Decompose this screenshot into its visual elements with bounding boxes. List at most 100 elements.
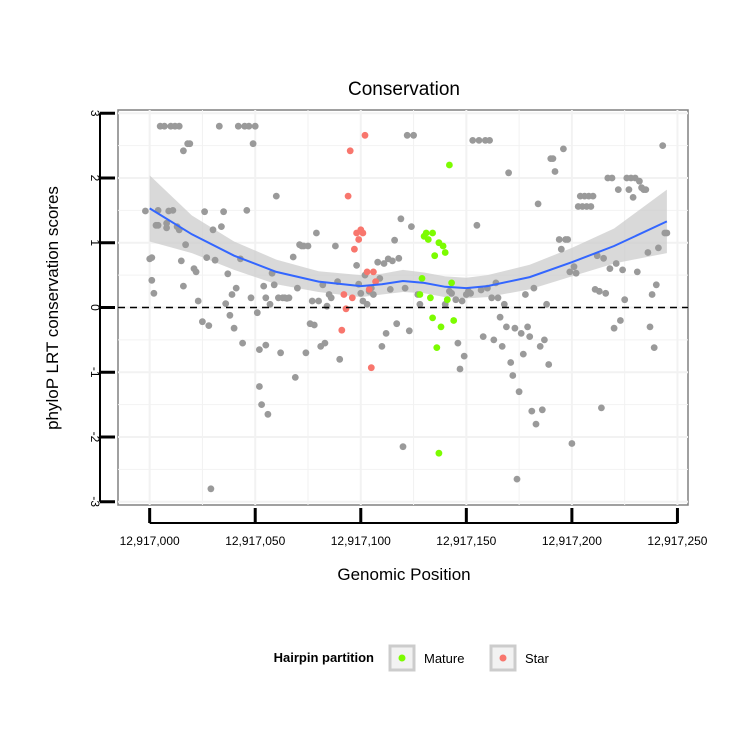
point-star: [351, 245, 358, 253]
point-star: [338, 326, 346, 334]
point-other: [488, 294, 496, 302]
point-other: [526, 333, 534, 340]
point-other: [477, 286, 485, 294]
point-other: [177, 257, 185, 265]
point-other: [218, 223, 225, 231]
point-other: [456, 365, 464, 373]
point-other: [650, 344, 658, 351]
point-other: [232, 284, 240, 292]
x-tick-label: 12,917,100: [331, 534, 391, 548]
points-layer: [142, 122, 671, 493]
series-other: [142, 122, 671, 493]
point-other: [515, 388, 523, 396]
y-tick-label: 2: [88, 175, 102, 182]
point-other: [549, 155, 557, 163]
point-star: [346, 147, 354, 155]
series-mature: [416, 161, 458, 457]
point-other: [161, 122, 168, 130]
x-tick-label: 12,917,050: [225, 534, 285, 548]
point-star: [363, 268, 371, 276]
point-other: [555, 236, 563, 243]
point-other: [380, 260, 388, 267]
point-other: [209, 226, 217, 234]
point-other: [494, 294, 502, 302]
point-other: [332, 242, 339, 250]
point-other: [262, 294, 270, 302]
point-other: [401, 284, 409, 292]
point-other: [315, 297, 322, 305]
point-other: [201, 208, 209, 216]
point-other: [391, 236, 398, 244]
point-other: [154, 221, 162, 229]
point-other: [633, 268, 641, 276]
point-other: [511, 324, 519, 332]
legend-label-mature: Mature: [424, 651, 464, 666]
point-mature: [427, 294, 434, 302]
point-other: [655, 244, 662, 252]
legend-marker-mature: [398, 654, 406, 662]
point-other: [397, 215, 405, 223]
point-other: [500, 300, 508, 308]
point-other: [532, 420, 540, 428]
point-other: [568, 440, 576, 447]
point-other: [486, 137, 493, 144]
point-other: [595, 287, 603, 295]
point-other: [285, 294, 293, 302]
point-other: [291, 374, 299, 381]
point-other: [302, 349, 310, 357]
point-other: [490, 336, 498, 344]
point-other: [228, 291, 236, 298]
point-other: [251, 122, 259, 130]
point-other: [589, 192, 597, 200]
point-other: [467, 289, 474, 297]
point-star: [342, 305, 350, 313]
point-other: [608, 174, 616, 182]
point-other: [194, 297, 202, 305]
point-other: [256, 383, 263, 390]
point-other: [370, 291, 377, 298]
point-other: [612, 260, 620, 267]
point-other: [180, 147, 187, 155]
point-other: [378, 343, 386, 350]
point-other: [395, 254, 403, 262]
smooth-line-layer: [149, 207, 668, 290]
point-other: [323, 302, 331, 310]
point-other: [277, 349, 284, 357]
point-other: [505, 169, 512, 177]
point-other: [614, 186, 622, 194]
point-other: [220, 208, 228, 216]
point-other: [530, 284, 538, 292]
point-other: [169, 207, 177, 214]
y-tick-label: 1: [88, 239, 102, 246]
point-star: [344, 192, 352, 200]
y-tick-label: 3: [88, 110, 102, 117]
point-mature: [418, 275, 426, 282]
point-other: [410, 131, 417, 139]
point-other: [249, 140, 257, 148]
point-other: [475, 137, 483, 144]
point-other: [336, 355, 344, 363]
x-axis: 12,917,000 12,917,050 12,917,100 12,917,150…: [120, 508, 708, 548]
point-other: [357, 289, 365, 297]
point-other: [405, 327, 413, 335]
point-other: [606, 265, 614, 272]
point-other: [454, 339, 462, 347]
point-other: [448, 289, 455, 297]
point-star: [359, 229, 367, 237]
point-mature: [446, 161, 453, 169]
y-tick-label: 0: [88, 304, 102, 311]
point-other: [517, 330, 525, 337]
y-tick-label: -2: [88, 432, 102, 443]
chart-title: Conservation: [348, 79, 460, 100]
point-other: [564, 236, 572, 243]
point-other: [566, 268, 574, 276]
y-axis-title: phyloP LRT conservation scores: [43, 186, 62, 430]
point-other: [519, 350, 527, 358]
point-other: [289, 253, 297, 261]
point-other: [386, 286, 394, 293]
point-other: [266, 300, 274, 308]
point-other: [239, 339, 247, 347]
point-other: [528, 407, 536, 415]
point-other: [192, 268, 200, 276]
point-other: [247, 294, 255, 302]
